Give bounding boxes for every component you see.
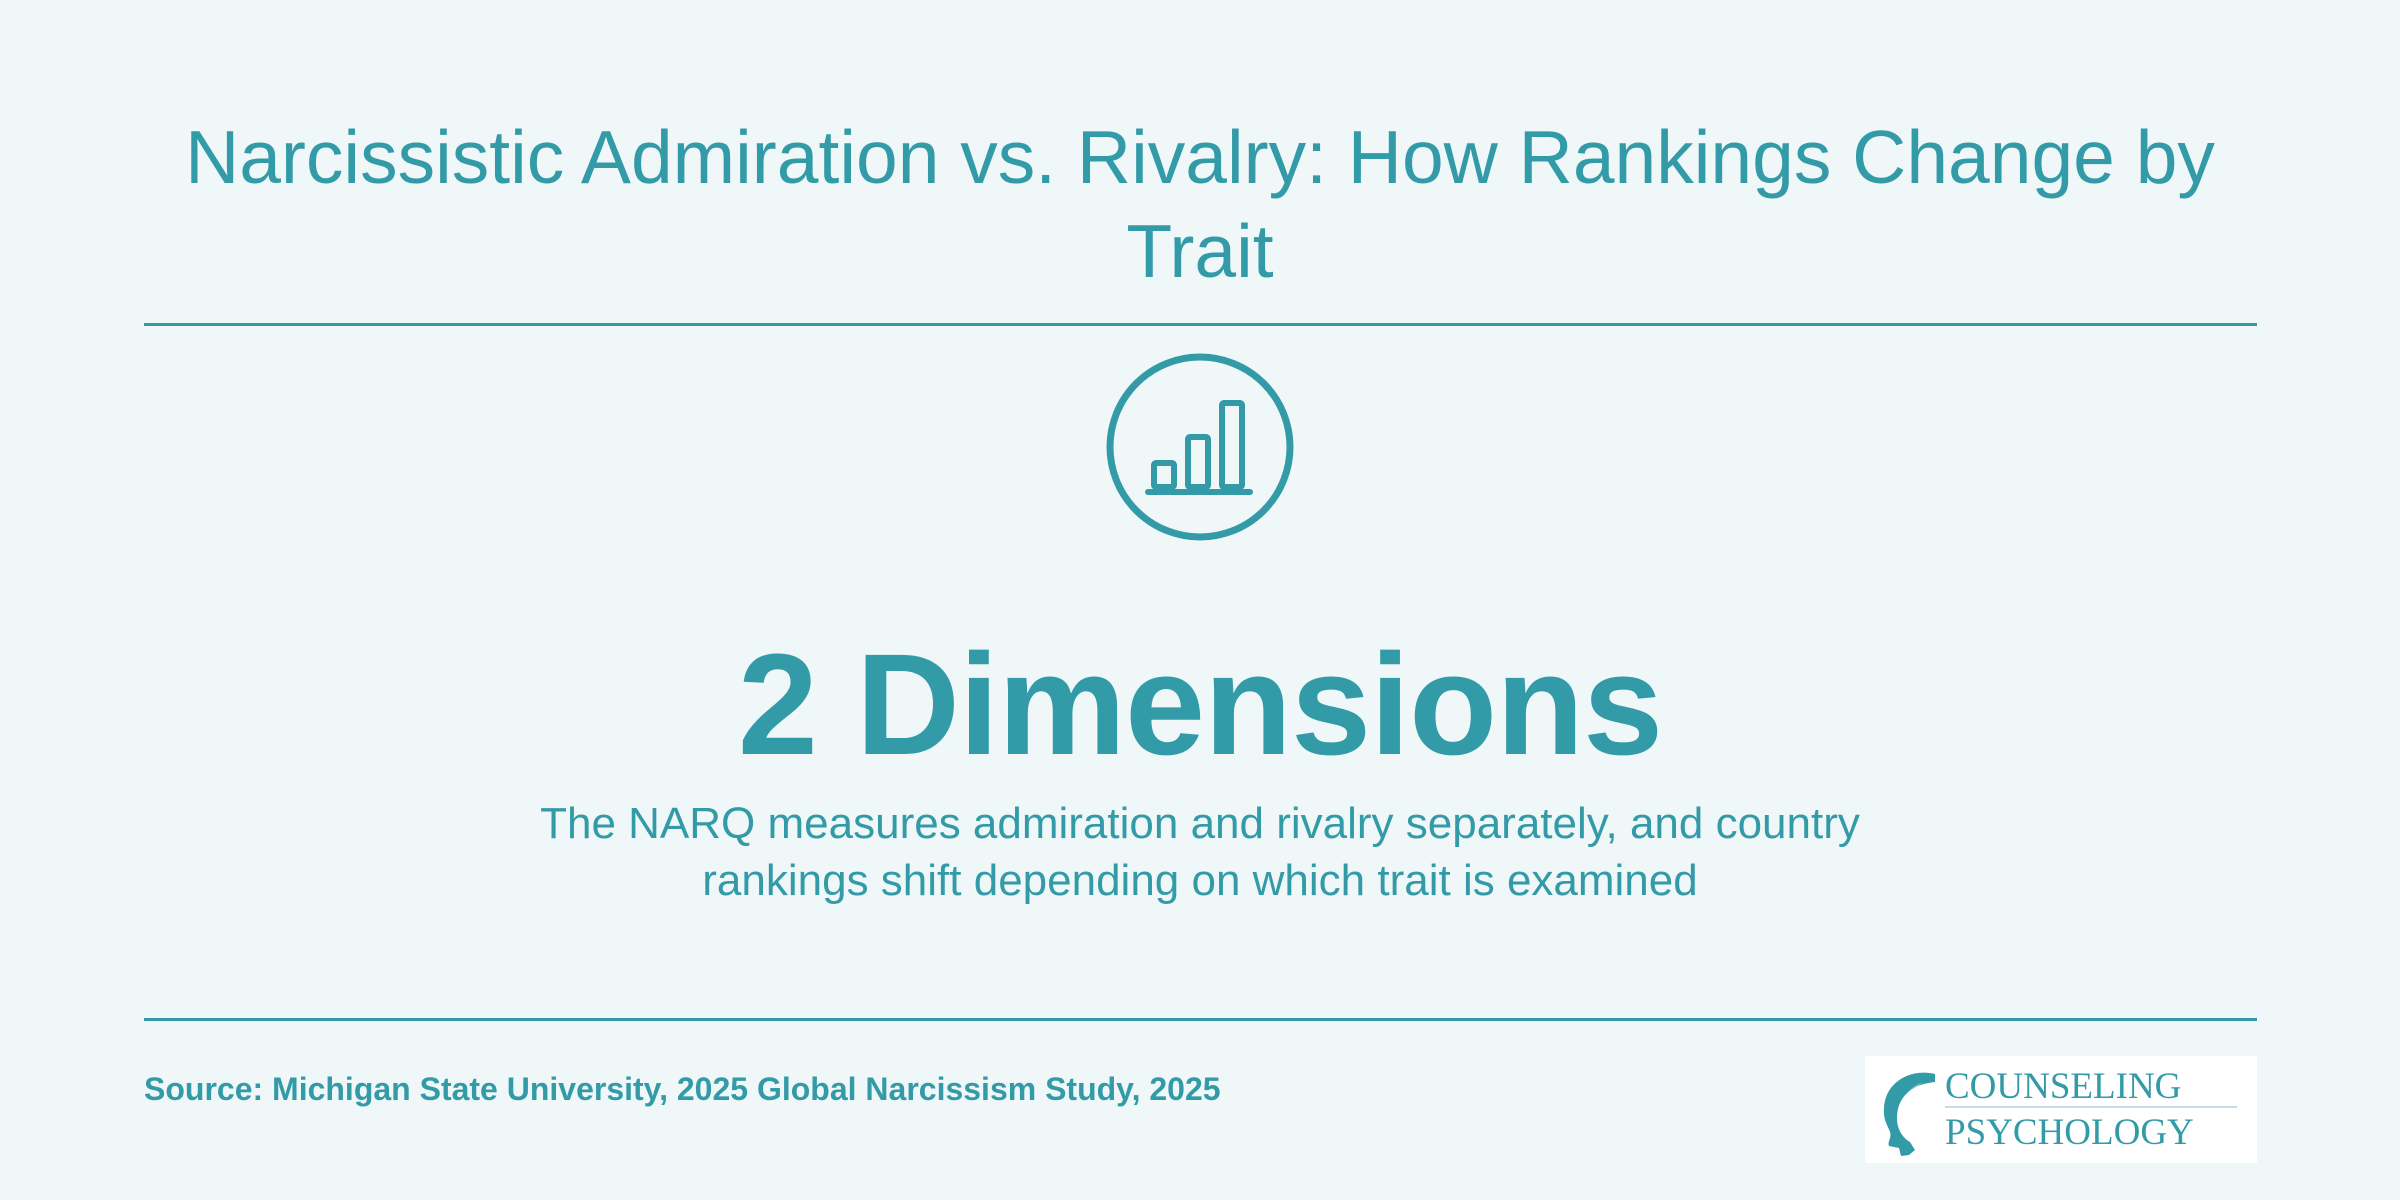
- logo-graphic: COUNSELING PSYCHOLOGY: [1883, 1066, 2237, 1156]
- stat-value: 2 Dimensions: [737, 624, 1663, 785]
- bottom-divider: [144, 1018, 2257, 1021]
- top-divider: [144, 323, 2257, 326]
- head-profile-icon: [1883, 1072, 1935, 1156]
- stat-description: The NARQ measures admiration and rivalry…: [540, 799, 1860, 905]
- logo-text-bottom: PSYCHOLOGY: [1945, 1112, 2194, 1153]
- counseling-psychology-logo: COUNSELING PSYCHOLOGY: [1865, 1056, 2257, 1163]
- logo-text-top: COUNSELING: [1945, 1066, 2181, 1107]
- bar-chart-icon: [1106, 353, 1294, 541]
- source-citation: Source: Michigan State University, 2025 …: [144, 1071, 1221, 1107]
- page-title: Narcissistic Admiration vs. Rivalry: How…: [185, 115, 2215, 293]
